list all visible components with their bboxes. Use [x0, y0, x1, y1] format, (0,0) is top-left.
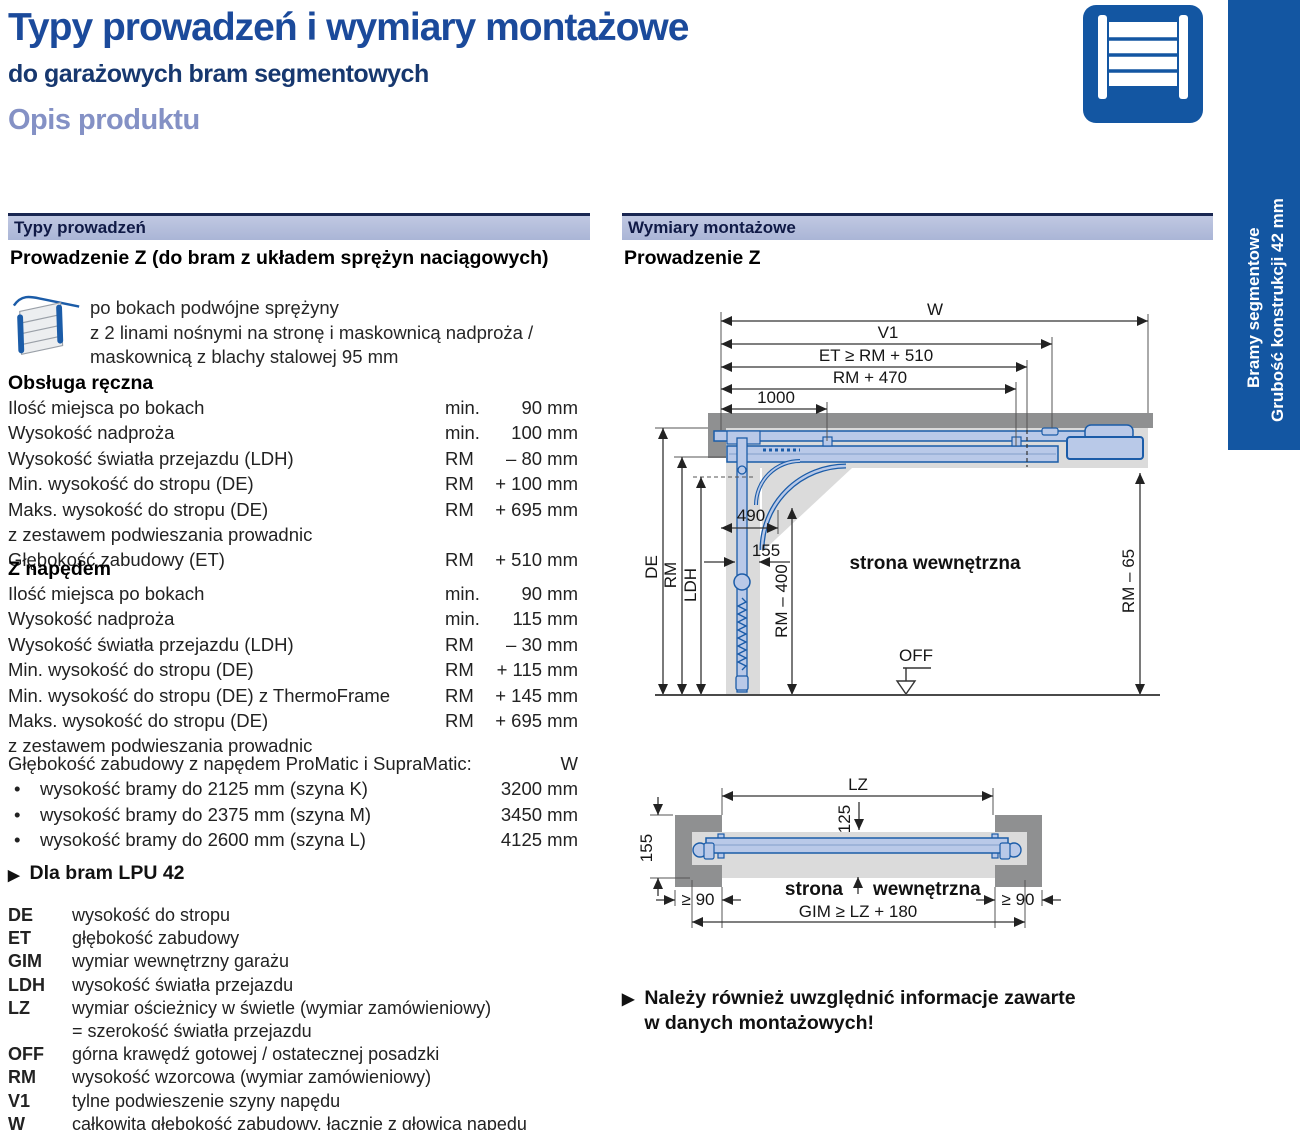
manual-title: Obsługa ręczna — [8, 372, 154, 394]
right-section-bar: Wymiary montażowe — [622, 213, 1213, 240]
dim-155: 155 — [752, 541, 780, 560]
dim-125: 125 — [835, 805, 854, 833]
dim-155-plan: 155 — [637, 834, 656, 862]
dim-1000: 1000 — [757, 388, 795, 407]
left-section-bar: Typy prowadzeń — [8, 213, 590, 240]
caption-line: maskownicą z blachy stalowej 95 mm — [90, 346, 399, 367]
dim-et: ET ≥ RM + 510 — [819, 346, 933, 365]
table-row: Min. wysokość do stropu (DE) RM + 100 mm — [8, 473, 578, 495]
legend-row: LZ wymiar ościeżnicy w świetle (wymiar za… — [8, 997, 492, 1042]
table-row: Min. wysokość do stropu (DE) z ThermoFra… — [8, 684, 578, 706]
left-lead-title: Prowadzenie Z (do bram z układem sprężyn… — [10, 247, 549, 269]
install-note-line2: w danych montażowych! — [644, 1012, 875, 1034]
right-lead-title: Prowadzenie Z — [624, 247, 761, 269]
legend-row: OFF górna krawędź gotowej / ostatecznej p… — [8, 1044, 440, 1065]
inner-side-right: wewnętrzna — [872, 879, 981, 900]
install-note-line1: Należy również uwzględnić informacje zaw… — [644, 987, 1076, 1009]
bullet-icon: • — [14, 803, 21, 825]
section-title: Opis produktu — [8, 104, 200, 136]
table-row: z zestawem podwieszania prowadnic — [8, 735, 313, 757]
table-row: Min. wysokość do stropu (DE) RM + 115 mm — [8, 659, 578, 681]
legend-row: LDH wysokość światła przejazdu — [8, 974, 294, 995]
pointer-icon: ▶ — [8, 867, 20, 884]
drive-depth-heading: Głębokość zabudowy z napędem ProMatic i … — [8, 753, 578, 774]
table-row: Maks. wysokość do stropu (DE) RM + 695 mm — [8, 498, 578, 520]
sectional-door-icon — [1083, 5, 1203, 128]
table-row: Ilość miejsca po bokach min. 90 mm — [8, 397, 578, 418]
dim-rm470: RM + 470 — [833, 368, 907, 387]
legend-row: DE wysokość do stropu — [8, 905, 231, 925]
table-row: Wysokość nadproża min. 115 mm — [8, 608, 578, 630]
z-track-door-icon — [8, 290, 86, 371]
lpu-note: ▶ Dla bram LPU 42 — [8, 862, 185, 884]
manual-table: Ilość miejsca po bokach min. 90 mm Wysokoś… — [8, 397, 578, 575]
page-title: Typy prowadzeń i wymiary montażowe — [8, 6, 689, 49]
legend-row: RM wysokość wzorcowa (wymiar zamówieniowy… — [8, 1067, 432, 1088]
bullet-icon: • — [14, 778, 21, 800]
caption-line: z 2 linami nośnymi na stronę i maskownic… — [90, 321, 534, 343]
page-subtitle: do garażowych bram segmentowych — [8, 60, 429, 88]
pointer-icon: ▶ — [622, 991, 635, 1008]
legend-row: V1 tylne podwieszenie szyny napędu — [8, 1090, 341, 1111]
install-note: ▶ Należy również uwzględnić informacje z… — [622, 986, 1076, 1036]
legend-row: GIM wymiar wewnętrzny garażu — [8, 951, 290, 972]
diagram-side-section: W V1 ET ≥ RM + 510 RM + 470 1000 DE RM L… — [615, 295, 1215, 725]
bullet-row: • wysokość bramy do 2375 mm (szyna M) 3450… — [14, 803, 578, 825]
legend-row: ET głębokość zabudowy — [8, 928, 240, 949]
edge-tab-line1: Bramy segmentowe — [1244, 227, 1263, 388]
dim-ge90-left: ≥ 90 — [682, 890, 715, 909]
z-track-caption: po bokach podwójne sprężyny z 2 linami n… — [90, 296, 533, 370]
bullet-row: • wysokość bramy do 2125 mm (szyna K) 3200… — [14, 778, 578, 800]
bullet-row: • wysokość bramy do 2600 mm (szyna L) 4125… — [14, 829, 578, 851]
diagram-plan-section: LZ 125 155 strona wewnętrzna ≥ 90 ≥ 90 — [615, 768, 1215, 948]
edge-tab: Bramy segmentowe Grubość konstrukcji 42 … — [1228, 0, 1300, 450]
table-row: Ilość miejsca po bokach min. 90 mm — [8, 583, 578, 604]
drive-depth-heading-value: W — [560, 753, 578, 774]
table-row: Głębokość zabudowy (ET) RM + 510 mm — [8, 549, 578, 571]
abbreviation-legend: DE wysokość do stropu ET głębokość zabudow… — [8, 904, 586, 1130]
dim-gim: GIM ≥ LZ + 180 — [799, 902, 917, 921]
inner-side-label: strona wewnętrzna — [849, 553, 1020, 574]
dim-w: W — [927, 300, 943, 319]
dim-rm400: RM – 400 — [772, 564, 791, 638]
edge-tab-line2: Grubość konstrukcji 42 mm — [1268, 198, 1287, 422]
dim-rm: RM — [661, 562, 680, 588]
caption-line: po bokach podwójne sprężyny — [90, 297, 339, 318]
dim-ldh: LDH — [681, 568, 700, 602]
table-row: z zestawem podwieszania prowadnic — [8, 523, 313, 545]
inner-side-left: strona — [785, 879, 844, 900]
dim-de: DE — [642, 555, 661, 579]
dim-rm65: RM – 65 — [1119, 549, 1138, 613]
dim-v1: V1 — [878, 323, 899, 342]
table-row: Wysokość światła przejazdu (LDH) RM – 80 m… — [8, 447, 578, 469]
powered-table: Ilość miejsca po bokach min. 90 mm Wysokoś… — [8, 583, 578, 761]
powered-title: Z napędem — [8, 558, 111, 580]
dim-ge90-right: ≥ 90 — [1002, 890, 1035, 909]
dim-lz: LZ — [848, 775, 868, 794]
bullet-icon: • — [14, 829, 21, 851]
drive-depth-block: Głębokość zabudowy z napędem ProMatic i … — [8, 753, 578, 855]
dim-490: 490 — [737, 506, 765, 525]
off-label: OFF — [899, 646, 933, 665]
table-row: Wysokość światła przejazdu (LDH) RM – 30 m… — [8, 633, 578, 655]
table-row: Wysokość nadproża min. 100 mm — [8, 422, 578, 444]
table-row: Maks. wysokość do stropu (DE) RM + 695 mm — [8, 709, 578, 731]
